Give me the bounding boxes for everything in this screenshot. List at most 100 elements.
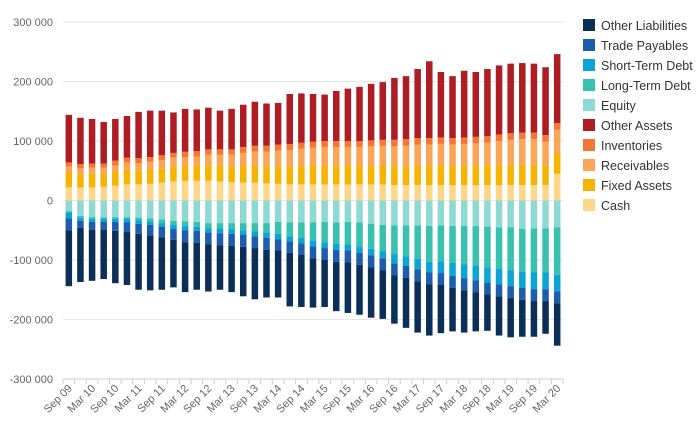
bar-segment-cash	[484, 185, 491, 201]
bar-segment-inventories	[298, 142, 305, 149]
bar-segment-other-liabilities	[426, 284, 433, 336]
bar-segment-cash	[263, 183, 270, 201]
bar-segment-cash	[216, 181, 224, 201]
bar-segment-receivables	[391, 146, 398, 167]
bar-segment-inventories	[449, 138, 456, 145]
bar-segment-short-term-debt	[484, 267, 491, 283]
bar-segment-trade-payables	[426, 272, 433, 285]
bar-segment-receivables	[367, 146, 375, 166]
bar-segment-cash	[251, 182, 259, 201]
bar-segment-other-assets	[135, 111, 142, 159]
legend-label: Other Liabilities	[601, 19, 687, 33]
bar-segment-other-assets	[205, 107, 212, 150]
bar-segment-receivables	[530, 139, 538, 165]
bar-segment-short-term-debt	[391, 254, 398, 264]
bar-segment-inventories	[228, 149, 235, 155]
bar-segment-fixed-assets	[460, 165, 468, 186]
bar-segment-other-assets	[286, 93, 293, 144]
bar-segment-other-liabilities	[333, 261, 340, 312]
bar-segment-other-liabilities	[379, 270, 387, 319]
bar-segment-other-liabilities	[495, 296, 503, 336]
bar-segment-equity	[414, 200, 421, 226]
bar-segment-equity	[100, 200, 107, 218]
bar-segment-other-liabilities	[65, 230, 73, 287]
bar-segment-trade-payables	[519, 287, 526, 300]
bar-segment-short-term-debt	[286, 236, 293, 242]
bar-segment-other-assets	[274, 102, 282, 145]
bar-segment-receivables	[449, 144, 456, 166]
bar-segment-long-term-debt	[77, 215, 84, 218]
bar-segment-long-term-debt	[158, 219, 166, 224]
bar-segment-equity	[553, 200, 561, 228]
bar-segment-other-liabilities	[205, 244, 212, 292]
bar-segment-equity	[88, 200, 96, 218]
bar-segment-cash	[135, 184, 142, 201]
bar-segment-long-term-debt	[123, 217, 131, 219]
bar-segment-equity	[181, 200, 189, 222]
bar-segment-long-term-debt	[344, 221, 352, 245]
bar-segment-other-liabilities	[123, 232, 131, 285]
bar-segment-trade-payables	[112, 221, 119, 231]
bar-segment-fixed-assets	[519, 164, 526, 186]
bar-segment-trade-payables	[460, 278, 468, 291]
bar-segment-inventories	[146, 157, 154, 162]
bar-segment-cash	[193, 180, 200, 201]
bar-segment-equity	[251, 200, 259, 224]
bar-segment-trade-payables	[158, 226, 166, 238]
bars	[65, 54, 561, 346]
bar-segment-fixed-assets	[65, 172, 73, 188]
bar-segment-long-term-debt	[426, 226, 433, 262]
bar-segment-inventories	[379, 139, 387, 146]
bar-segment-receivables	[507, 139, 514, 165]
bar-segment-other-liabilities	[274, 250, 282, 298]
bar-segment-other-assets	[426, 61, 433, 139]
bar-segment-fixed-assets	[472, 165, 480, 186]
bar-segment-other-assets	[77, 117, 84, 165]
bar-segment-inventories	[100, 163, 107, 168]
bar-segment-long-term-debt	[449, 226, 456, 263]
bar-segment-receivables	[402, 145, 410, 167]
bar-segment-other-assets	[484, 69, 491, 137]
bar-segment-inventories	[460, 137, 468, 144]
bar-segment-short-term-debt	[367, 248, 375, 256]
bar-segment-inventories	[158, 155, 166, 161]
bar-segment-long-term-debt	[402, 225, 410, 257]
bar-segment-other-assets	[100, 121, 107, 164]
bar-segment-equity	[274, 200, 282, 222]
bar-segment-inventories	[112, 160, 119, 166]
bar-segment-other-assets	[239, 104, 247, 147]
bar-segment-trade-payables	[65, 218, 73, 231]
bar-segment-other-liabilities	[402, 277, 410, 328]
bar-segment-fixed-assets	[495, 164, 503, 186]
bar-segment-long-term-debt	[321, 221, 328, 243]
bar-segment-receivables	[298, 148, 305, 167]
bar-segment-other-assets	[321, 94, 328, 141]
bar-segment-fixed-assets	[321, 165, 328, 185]
bar-segment-cash	[205, 180, 212, 201]
bar-segment-other-assets	[472, 71, 480, 137]
bar-segment-receivables	[356, 146, 363, 166]
bar-segment-other-assets	[193, 109, 200, 152]
bar-segment-inventories	[519, 132, 526, 140]
bar-segment-other-assets	[379, 82, 387, 140]
bar-segment-receivables	[472, 143, 480, 166]
bar-segment-short-term-debt	[228, 229, 235, 234]
bar-segment-fixed-assets	[193, 165, 200, 181]
bar-segment-equity	[228, 200, 235, 224]
bar-segment-short-term-debt	[88, 218, 96, 222]
bar-segment-long-term-debt	[135, 217, 142, 221]
bar-segment-other-liabilities	[367, 267, 375, 318]
legend-label: Receivables	[601, 159, 669, 173]
bar-segment-fixed-assets	[379, 165, 387, 185]
legend-label: Other Assets	[601, 119, 673, 133]
bar-segment-cash	[65, 187, 73, 201]
bar-segment-long-term-debt	[507, 227, 514, 271]
bar-segment-trade-payables	[344, 250, 352, 263]
bar-segment-inventories	[65, 162, 73, 167]
bar-segment-trade-payables	[205, 232, 212, 245]
bar-segment-short-term-debt	[170, 224, 177, 230]
bar-segment-other-liabilities	[158, 237, 166, 290]
bar-segment-other-assets	[460, 70, 468, 138]
bar-segment-receivables	[251, 151, 259, 166]
bar-segment-long-term-debt	[437, 225, 445, 262]
